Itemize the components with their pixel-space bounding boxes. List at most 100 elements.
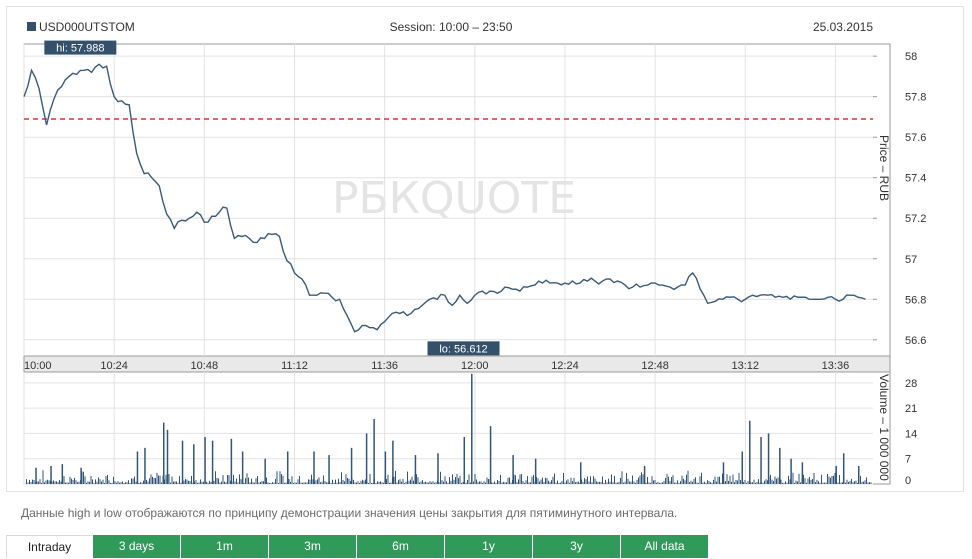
volume-bar xyxy=(221,481,222,484)
volume-bar xyxy=(383,482,384,484)
volume-bar xyxy=(861,481,863,484)
volume-bar xyxy=(633,481,635,484)
volume-bar xyxy=(845,482,846,484)
volume-bar xyxy=(399,479,401,484)
volume-bar xyxy=(762,482,764,484)
volume-bar xyxy=(45,480,47,484)
volume-bar xyxy=(728,480,729,484)
volume-bar xyxy=(693,478,695,484)
volume-axis: 28 21 14 7 0 xyxy=(905,378,917,487)
volume-bar xyxy=(558,482,560,484)
volume-bar xyxy=(798,473,800,484)
volume-bar xyxy=(582,481,584,484)
x-tick-label: 12:00 xyxy=(461,360,489,372)
tab-1y[interactable]: 1y xyxy=(445,535,533,558)
volume-bar xyxy=(432,481,434,484)
volume-bar xyxy=(593,476,594,484)
volume-bar xyxy=(671,477,672,484)
volume-bar xyxy=(185,479,186,484)
volume-bar xyxy=(463,437,466,484)
volume-bar xyxy=(354,482,356,484)
volume-bar xyxy=(749,420,751,484)
volume-bar xyxy=(26,479,27,484)
volume-bar xyxy=(651,476,653,484)
volume-bar xyxy=(275,478,276,484)
volume-bar xyxy=(516,481,518,484)
volume-bar xyxy=(29,479,30,484)
volume-bar xyxy=(683,478,684,484)
volume-bar xyxy=(306,482,308,484)
volume-bar xyxy=(725,481,726,484)
volume-bar xyxy=(384,451,387,484)
volume-bar xyxy=(554,473,555,484)
volume-bar xyxy=(387,474,389,484)
volume-bar xyxy=(44,482,45,484)
volume-bar xyxy=(606,482,608,484)
volume-bar xyxy=(278,482,279,484)
volume-bar xyxy=(539,481,540,484)
volume-bar xyxy=(575,482,576,484)
volume-bar xyxy=(61,464,64,484)
volume-bar xyxy=(339,482,341,484)
volume-bar xyxy=(99,479,101,484)
volume-bar xyxy=(521,474,522,484)
tab-3y[interactable]: 3y xyxy=(533,535,621,558)
volume-bar xyxy=(59,480,60,484)
volume-bar xyxy=(534,458,537,484)
volume-bar xyxy=(296,482,297,484)
volume-bar xyxy=(551,480,552,484)
volume-bar xyxy=(32,479,33,484)
volume-bar xyxy=(270,482,272,484)
volume-bar xyxy=(717,476,719,484)
volume-bar xyxy=(632,475,633,484)
volume-bar xyxy=(545,477,546,484)
volume-bar xyxy=(513,474,515,484)
volume-bar xyxy=(50,465,52,484)
price-axis-label: Price – RUB xyxy=(877,135,891,201)
volume-bar xyxy=(519,474,521,484)
volume-bar xyxy=(743,482,744,484)
x-tick-label: 13:36 xyxy=(822,360,850,372)
tab-3m[interactable]: 3m xyxy=(269,535,357,558)
volume-bar xyxy=(264,458,266,484)
volume-bar xyxy=(681,475,683,484)
volume-bar xyxy=(386,478,387,484)
volume-bar xyxy=(282,475,284,484)
tab-intraday[interactable]: Intraday xyxy=(6,535,93,558)
footnote: Данные high и low отображаются по принци… xyxy=(21,506,678,520)
volume-bar xyxy=(819,482,821,484)
volume-bar xyxy=(93,482,95,484)
volume-bar xyxy=(536,476,537,484)
volume-bar xyxy=(807,478,809,484)
volume-bar xyxy=(525,480,527,484)
volume-bar xyxy=(47,479,48,484)
volume-bar xyxy=(842,453,845,484)
volume-bar xyxy=(219,482,221,484)
volume-bar xyxy=(164,479,165,484)
lo-label-bg xyxy=(427,341,500,356)
volume-bar xyxy=(254,482,255,484)
volume-bar xyxy=(104,482,105,484)
volume-bar xyxy=(189,480,191,484)
volume-bar xyxy=(416,474,417,484)
y-tick-label: 57.6 xyxy=(905,132,926,144)
volume-bar xyxy=(348,478,350,484)
volume-bar xyxy=(821,474,822,484)
tab-1m[interactable]: 1m xyxy=(181,535,269,558)
volume-bar xyxy=(660,482,662,484)
tab-all-data[interactable]: All data xyxy=(621,535,709,558)
volume-bar xyxy=(372,482,374,484)
volume-bar xyxy=(335,479,336,484)
volume-bar xyxy=(113,476,114,484)
tab-3-days[interactable]: 3 days xyxy=(93,535,181,558)
volume-bar xyxy=(453,479,455,484)
volume-bar xyxy=(170,482,171,484)
volume-bar xyxy=(465,482,467,484)
tab-6m[interactable]: 6m xyxy=(357,535,445,558)
grid-lines xyxy=(23,44,873,485)
volume-bar xyxy=(393,476,395,484)
volume-bar xyxy=(251,478,252,484)
volume-bar xyxy=(369,473,371,484)
volume-bar xyxy=(564,482,566,484)
volume-bar xyxy=(150,474,152,484)
